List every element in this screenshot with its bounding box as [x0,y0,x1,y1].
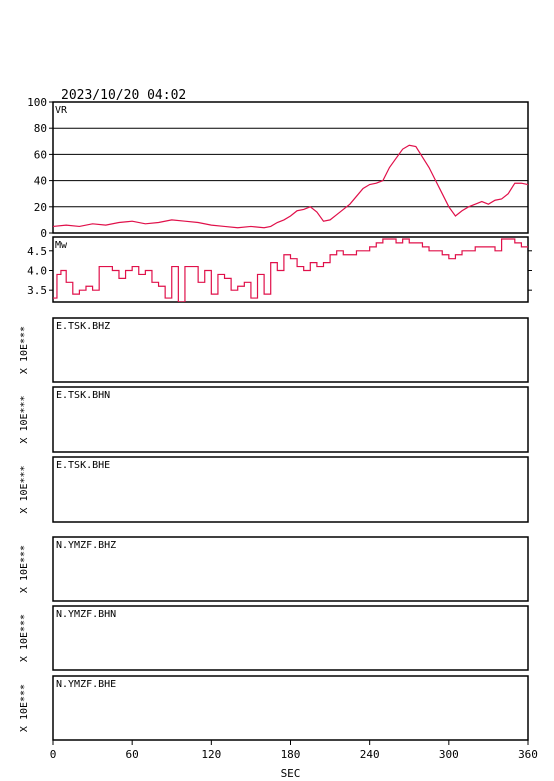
vr-ytick-label: 40 [34,175,47,188]
trace-scale-label: X 10E*** [19,465,30,513]
mw-ytick-label: 3.5 [27,284,47,297]
vr-panel: 100 80 60 40 20 0 VR [27,96,529,240]
trace-frame [52,675,529,741]
trace-panel: E.TSK.BHZ X 10E*** [19,317,529,383]
mw-panel-label: Mw [55,240,68,251]
vr-ytick-label: 100 [27,96,47,109]
vr-ytick-label: 0 [40,227,47,240]
trace-scale-label: X 10E*** [19,395,30,443]
vr-panel-label: VR [55,105,68,116]
trace-scale-label: X 10E*** [19,326,30,374]
trace-panel: E.TSK.BHE X 10E*** [19,456,529,523]
trace-frame [52,386,529,453]
trace-scale-label: X 10E*** [19,545,30,593]
trace-panel: E.TSK.BHN X 10E*** [19,386,529,453]
mw-ytick-label: 4.0 [27,264,47,277]
x-tick-label: 180 [281,748,301,761]
trace-station-label: N.YMZF.BHE [56,679,116,690]
vr-ytick-label: 80 [34,122,47,135]
x-axis: 0 60 120 180 240 300 360 SEC [50,740,538,780]
trace-station-label: E.TSK.BHE [56,460,110,471]
trace-frame [52,605,529,671]
mw-panel: 4.5 4.0 3.5 Mw [27,236,532,303]
vr-ytick-label: 60 [34,148,47,161]
trace-scale-label: X 10E*** [19,614,30,662]
vr-ytick-label: 20 [34,201,47,214]
x-tick-label: 300 [439,748,459,761]
trace-panel: N.YMZF.BHN X 10E*** [19,605,529,671]
x-tick-label: 240 [360,748,380,761]
trace-station-label: N.YMZF.BHZ [56,540,116,551]
trace-frame [52,536,529,602]
mw-series-line [53,238,528,302]
trace-station-label: E.TSK.BHZ [56,321,110,332]
mw-frame [52,236,529,303]
vr-series-line [52,144,529,229]
trace-panel: N.YMZF.BHZ X 10E*** [19,536,529,602]
vr-frame [52,101,529,234]
trace-frame [52,317,529,383]
mw-ytick-label: 4.5 [27,245,47,258]
x-tick-label: 0 [50,748,57,761]
trace-station-label: N.YMZF.BHN [56,609,116,620]
trace-station-label: E.TSK.BHN [56,390,110,401]
trace-frame [52,456,529,523]
header-datetime: 2023/10/20 04:02 [61,88,186,103]
x-tick-label: 120 [201,748,221,761]
x-tick-label: 360 [518,748,538,761]
trace-panel: N.YMZF.BHE X 10E*** [19,675,529,741]
trace-scale-label: X 10E*** [19,684,30,732]
x-tick-label: 60 [126,748,139,761]
x-axis-label: SEC [281,767,301,780]
